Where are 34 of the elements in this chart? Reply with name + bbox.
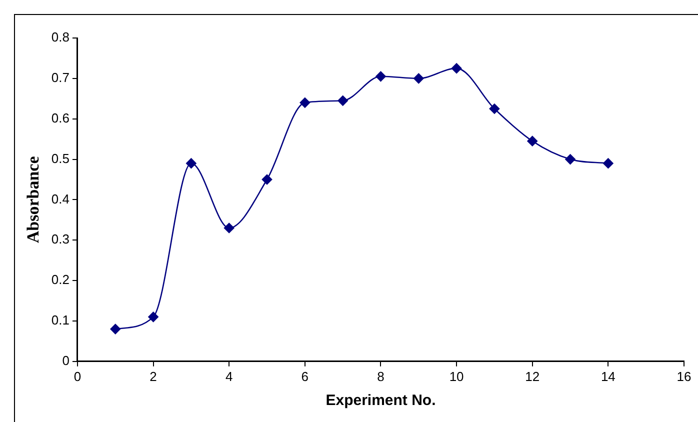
point [489,104,500,114]
y-tick-label: 0 [62,352,70,368]
point [148,312,158,322]
point [110,324,121,334]
point [300,98,310,108]
y-axis-title: Absorbance [24,156,43,244]
y-tick-label: 0.5 [51,150,70,166]
point [527,136,538,146]
x-tick-label: 0 [74,368,82,384]
point [565,154,576,164]
point [224,222,234,234]
x-tick-label: 4 [225,368,233,384]
y-tick-label: 0.4 [51,191,70,206]
x-tick-label: 10 [449,368,464,384]
y-tick-label: 0.2 [51,272,70,288]
y-tick-label: 0.7 [51,70,70,86]
x-tick-label: 12 [525,368,540,384]
point [186,158,196,168]
x-axis-title: Experiment No. [326,392,436,410]
point [413,73,424,84]
point [603,158,614,168]
point [262,174,272,185]
x-tick-label: 6 [301,368,309,384]
y-tick-label: 0.1 [51,312,70,328]
x-tick-label: 16 [676,368,692,384]
y-tick-label: 0.3 [51,232,70,247]
x-tick-label: 8 [377,368,384,384]
point [376,71,386,82]
y-tick-label: 0.8 [51,30,70,45]
y-tick-label: 0.6 [51,110,70,126]
x-tick-label: 14 [600,368,616,384]
x-tick-label: 2 [150,368,157,384]
point [451,63,462,74]
point [338,96,348,106]
